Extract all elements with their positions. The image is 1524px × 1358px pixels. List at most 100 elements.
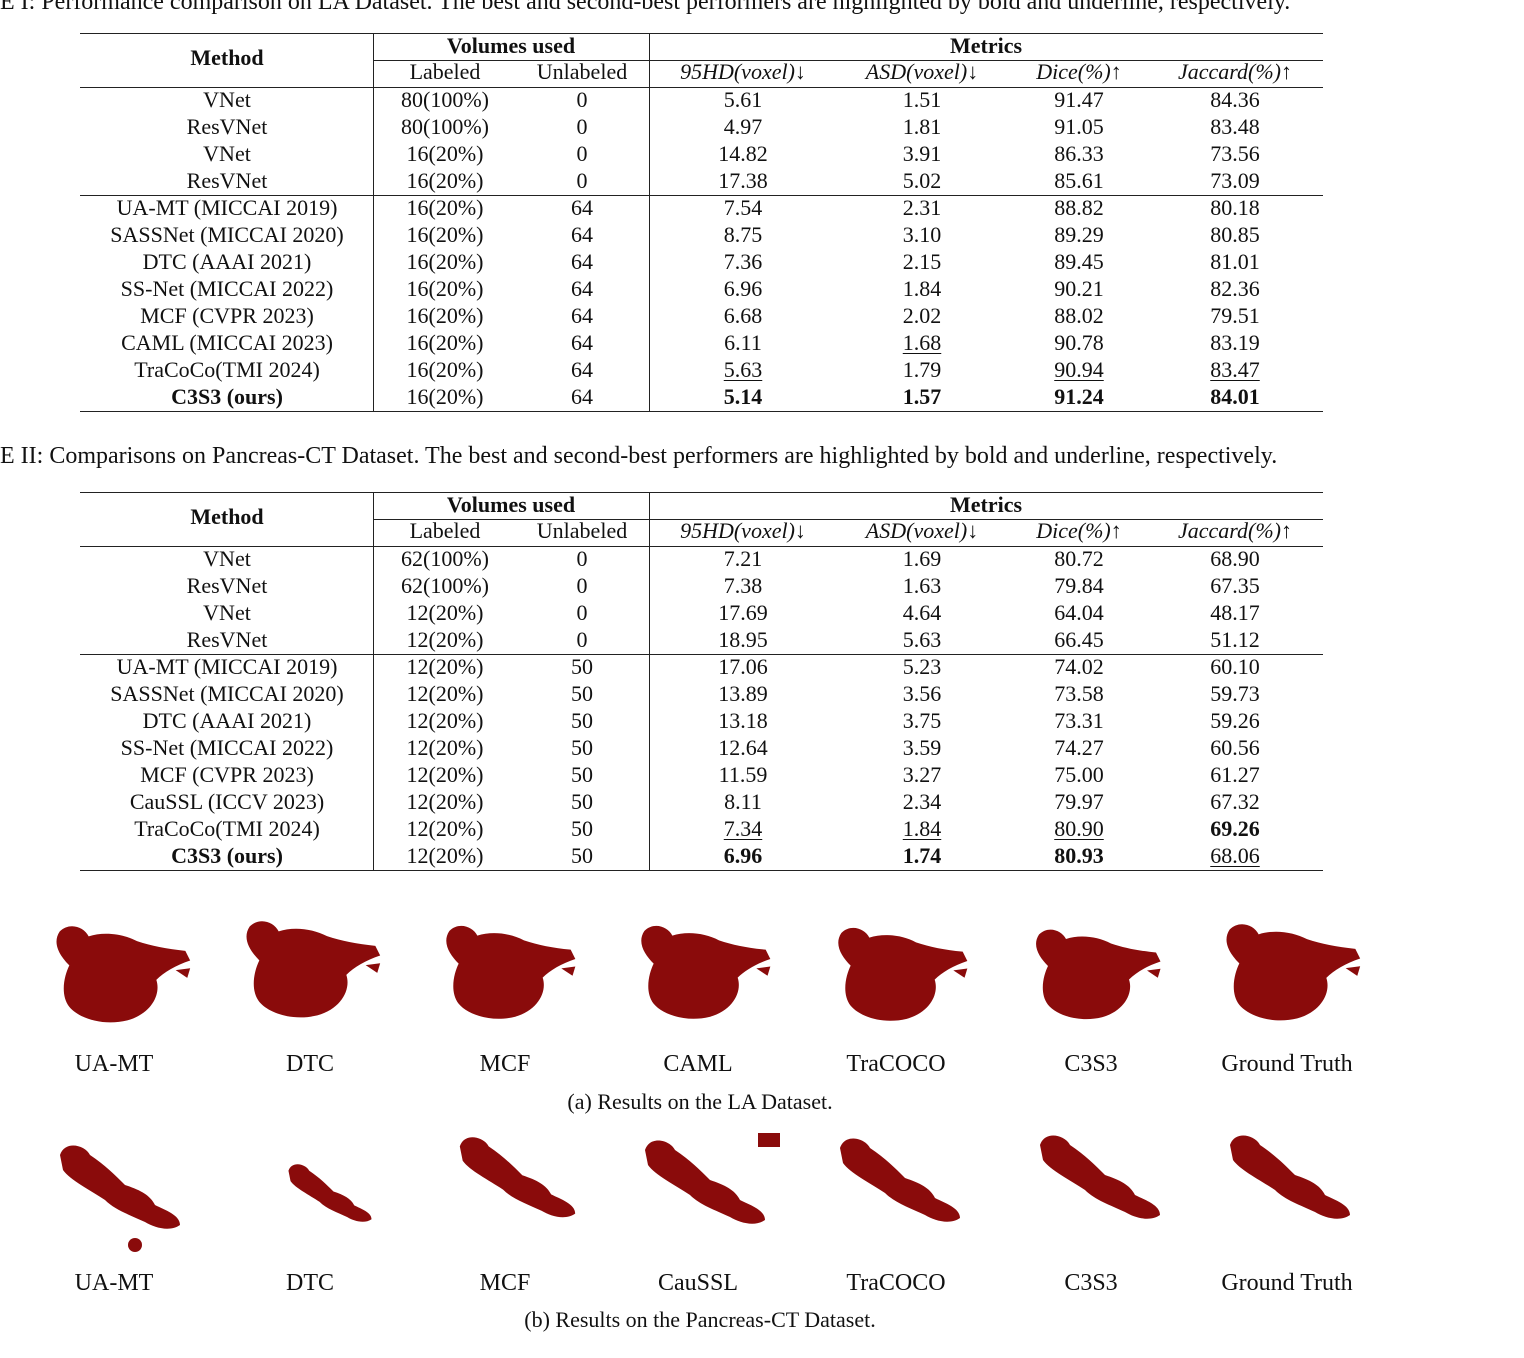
table-cell: 82.36	[1210, 276, 1260, 301]
table-cell: DTC (AAAI 2021)	[142, 249, 312, 274]
table-cell: 16(20%)	[406, 303, 484, 328]
figure-label: TraCOCO	[846, 1270, 946, 1296]
table-cell: 6.11	[724, 330, 762, 355]
table-cell: 73.58	[1054, 681, 1104, 706]
table-cell: 2.02	[902, 303, 942, 328]
header-cell: ASD(voxel)↓	[865, 59, 979, 84]
table-cell: 16(20%)	[406, 168, 484, 193]
table-cell: 1.63	[902, 573, 942, 598]
table-cell: 12(20%)	[406, 789, 484, 814]
table-cell: 50	[571, 816, 593, 841]
table-cell: 89.29	[1054, 222, 1104, 247]
table-cell: 80.85	[1210, 222, 1260, 247]
table-cell: 83.19	[1210, 330, 1260, 355]
header-cell: Volumes used	[446, 492, 576, 517]
table-cell: 12.64	[718, 735, 768, 760]
table-cell: 84.36	[1210, 87, 1260, 112]
figure-label: MCF	[479, 1270, 531, 1296]
table-cell: VNet	[203, 600, 251, 625]
header-cell: Method	[190, 45, 264, 70]
figure-caption: (b) Results on the Pancreas-CT Dataset.	[524, 1307, 876, 1332]
table-cell: 5.63	[723, 357, 763, 382]
segmentation-image	[1040, 1135, 1160, 1219]
table-cell: 74.02	[1054, 654, 1104, 679]
table-rule	[80, 411, 1323, 412]
table-cell: 81.01	[1210, 249, 1260, 274]
table-cell: 1.69	[902, 546, 942, 571]
table-cell: 50	[571, 762, 593, 787]
table-cell: 12(20%)	[406, 654, 484, 679]
table-cell: 12(20%)	[406, 681, 484, 706]
table-cell: 80.18	[1210, 195, 1260, 220]
table-cell: 0	[576, 87, 588, 112]
table-cell: 85.61	[1054, 168, 1104, 193]
table-cell: 5.14	[723, 384, 763, 409]
table-cell: 12(20%)	[406, 600, 484, 625]
table-cell: 88.02	[1054, 303, 1104, 328]
table-cell: 61.27	[1210, 762, 1260, 787]
table-cell: 1.84	[902, 816, 942, 841]
table-cell: 4.97	[723, 114, 763, 139]
table-cell: 6.68	[723, 303, 763, 328]
table-cell: 0	[576, 141, 588, 166]
table-cell: 80(100%)	[401, 87, 489, 112]
table-cell: TraCoCo(TMI 2024)	[134, 816, 320, 841]
figure-label: CauSSL	[657, 1270, 739, 1296]
segmentation-image	[459, 1137, 576, 1218]
table-cell: 73.31	[1054, 708, 1104, 733]
table-cell: 59.73	[1210, 681, 1260, 706]
table-cell: 64	[571, 384, 593, 409]
table-cell: 1.79	[902, 357, 942, 382]
table-cell: MCF (CVPR 2023)	[140, 762, 314, 787]
table-cell: 86.33	[1054, 141, 1104, 166]
table-cell: 80.90	[1054, 816, 1104, 841]
column-rule	[373, 33, 374, 411]
table-cell: 12(20%)	[406, 816, 484, 841]
table-cell: 3.91	[902, 141, 942, 166]
segmentation-image	[838, 927, 968, 1021]
table-cell: 83.48	[1210, 114, 1260, 139]
table-cell: 67.35	[1210, 573, 1260, 598]
segmentation-image	[60, 1145, 180, 1229]
table-cell: 3.56	[902, 681, 942, 706]
table-cell: VNet	[203, 141, 251, 166]
segmentation-image	[840, 1138, 960, 1222]
table-cell: 5.23	[902, 654, 942, 679]
table-rule	[373, 519, 1323, 520]
table-cell: 16(20%)	[406, 222, 484, 247]
table-cell: 64	[571, 249, 593, 274]
table-cell: 17.69	[718, 600, 768, 625]
table-cell: 1.74	[902, 843, 942, 868]
table-cell: 0	[576, 573, 588, 598]
table-cell: 16(20%)	[406, 141, 484, 166]
table-cell: 7.38	[723, 573, 763, 598]
group-rule	[80, 654, 1323, 655]
table-cell: 0	[576, 627, 588, 652]
table-cell: DTC (AAAI 2021)	[142, 708, 312, 733]
table-cell: 1.81	[902, 114, 942, 139]
table-cell: C3S3 (ours)	[171, 843, 283, 868]
figure-label: C3S3	[1064, 1270, 1118, 1296]
table-cell: 16(20%)	[406, 384, 484, 409]
header-cell: Volumes used	[446, 33, 576, 58]
table-cell: 64	[571, 303, 593, 328]
table-cell: 13.18	[718, 708, 768, 733]
header-cell: 95HD(voxel)↓	[680, 59, 806, 84]
table-cell: 68.06	[1210, 843, 1260, 868]
table-cell: 12(20%)	[406, 762, 484, 787]
table-rule	[80, 33, 1323, 34]
table-cell: 59.26	[1210, 708, 1260, 733]
table-cell: SASSNet (MICCAI 2020)	[110, 681, 344, 706]
table-cell: 60.10	[1210, 654, 1260, 679]
header-cell: Dice(%)↑	[1036, 518, 1122, 543]
table-cell: 73.09	[1210, 168, 1260, 193]
table-cell: 64	[571, 357, 593, 382]
table-cell: ResVNet	[186, 168, 268, 193]
table-cell: 84.01	[1210, 384, 1260, 409]
table-cell: 1.57	[902, 384, 942, 409]
table-cell: 62(100%)	[401, 573, 489, 598]
table-cell: 91.05	[1054, 114, 1104, 139]
table-cell: 7.36	[723, 249, 763, 274]
table-cell: 12(20%)	[406, 735, 484, 760]
